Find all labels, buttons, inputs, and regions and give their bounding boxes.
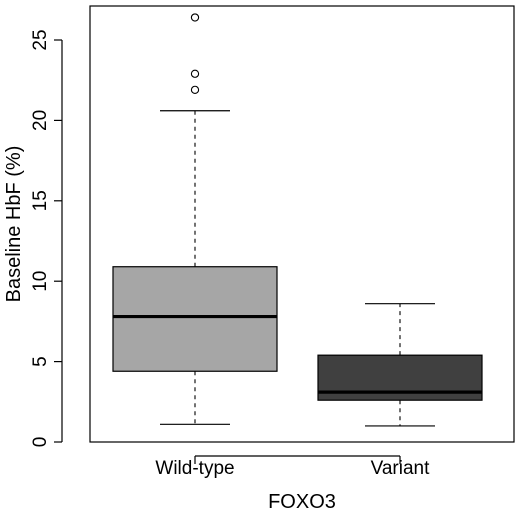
outlier-point (190, 85, 200, 94)
y-tick-label: 20 (30, 110, 51, 131)
x-axis: Wild-type Variant (155, 455, 431, 479)
outlier-point (190, 69, 200, 78)
box-wild-type (112, 13, 278, 425)
y-tick-label: 5 (30, 356, 51, 367)
y-tick-label: 15 (30, 190, 51, 211)
box-variant (317, 303, 483, 427)
iqr-box (112, 266, 278, 372)
y-tick-label: 10 (30, 271, 51, 292)
y-tick-label: 0 (30, 437, 51, 448)
y-axis: 0 5 10 15 20 25 (30, 29, 63, 448)
outlier-point (190, 13, 200, 22)
x-axis-title: FOXO3 (268, 491, 336, 513)
boxes (112, 13, 483, 427)
x-tick-label: Wild-type (155, 458, 234, 479)
plot-frame (89, 5, 515, 443)
y-axis-title: Baseline HbF (%) (3, 146, 25, 303)
y-tick-label: 25 (30, 29, 51, 50)
x-tick-label: Variant (371, 458, 431, 479)
